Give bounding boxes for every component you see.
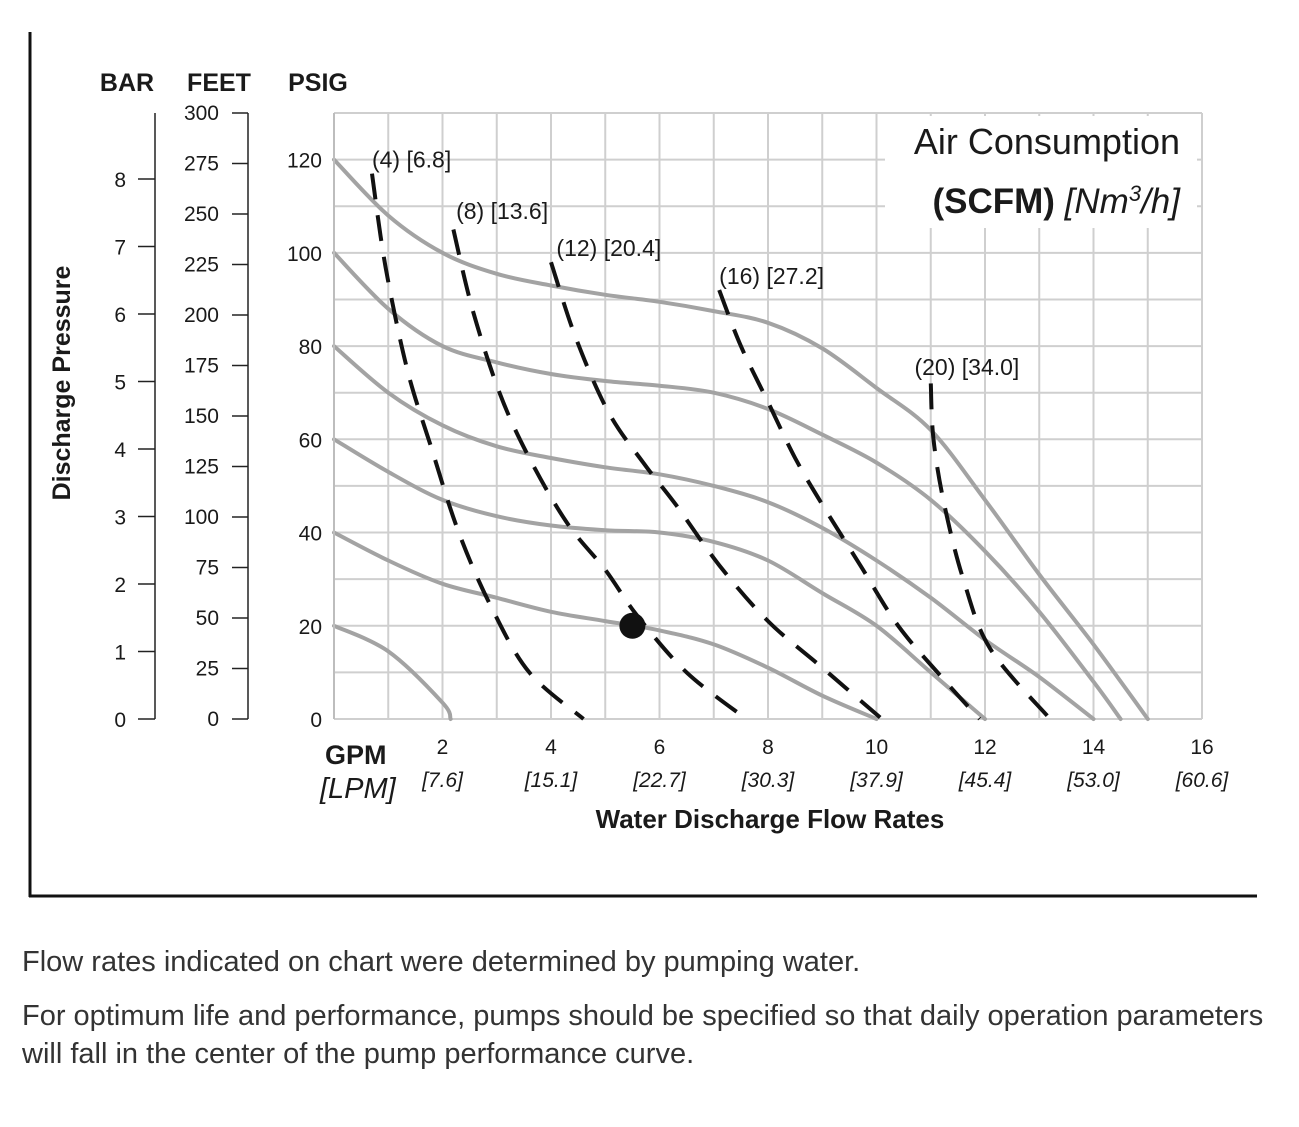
feet-tick-label: 250 xyxy=(184,203,219,226)
bar-tick-label: 4 xyxy=(114,439,126,462)
bar-tick-label: 5 xyxy=(114,372,126,395)
bar-tick-label: 2 xyxy=(114,574,126,597)
y-axis-title: Discharge Pressure xyxy=(48,265,76,500)
psig-tick-label: 60 xyxy=(299,429,322,452)
bar-tick-label: 0 xyxy=(114,709,126,732)
feet-tick-label: 100 xyxy=(184,506,219,529)
bar-axis-unit: BAR xyxy=(100,69,154,97)
bar-tick-label: 7 xyxy=(114,237,126,260)
bar-tick-label: 6 xyxy=(114,304,126,327)
air-consumption-label: (8) [13.6] xyxy=(456,198,548,224)
x-tick-label-secondary: [45.4] xyxy=(958,769,1013,792)
air-consumption-label: (16) [27.2] xyxy=(719,263,824,289)
bar-tick-label: 8 xyxy=(114,169,126,192)
feet-tick-label: 75 xyxy=(196,557,219,580)
x-tick-label: 16 xyxy=(1190,736,1213,759)
pressure-curves xyxy=(332,157,1150,721)
air-consumption-label: (12) [20.4] xyxy=(556,235,661,261)
legend-unit-superscript: 3 xyxy=(1129,181,1142,206)
x-axis-title: Water Discharge Flow Rates xyxy=(596,804,945,834)
psig-tick-label: 20 xyxy=(299,616,322,639)
psig-axis-unit: PSIG xyxy=(288,69,348,97)
pressure-curve-3 xyxy=(332,344,1096,721)
feet-tick-label: 50 xyxy=(196,607,219,630)
x-tick-label: 8 xyxy=(762,736,774,759)
x-tick-label: 10 xyxy=(865,736,888,759)
feet-tick-label: 225 xyxy=(184,254,219,277)
bar-tick-label: 1 xyxy=(114,642,126,665)
x-tick-label-secondary: [60.6] xyxy=(1175,769,1230,792)
note-optimum: For optimum life and performance, pumps … xyxy=(22,1000,1264,1070)
pressure-curve-0 xyxy=(332,623,453,721)
operating-point-marker xyxy=(619,612,646,639)
feet-axis-unit: FEET xyxy=(187,69,251,97)
x-tick-label-secondary: [37.9] xyxy=(849,769,904,792)
legend-subtitle-unit: [Nm3/h] xyxy=(1064,181,1182,222)
feet-tick-label: 150 xyxy=(184,405,219,428)
psig-tick-label: 80 xyxy=(299,336,322,359)
feet-tick-label: 200 xyxy=(184,304,219,327)
air-consumption-curve-10 xyxy=(928,383,1052,721)
feet-tick-label: 125 xyxy=(184,456,219,479)
pressure-curve-2 xyxy=(332,437,987,721)
x-tick-label: 12 xyxy=(973,736,996,759)
x-tick-label: 14 xyxy=(1082,736,1106,759)
x-tick-label: 6 xyxy=(654,736,666,759)
feet-tick-label: 0 xyxy=(207,708,219,731)
air-consumption-curve-6 xyxy=(370,173,585,721)
feet-tick-label: 175 xyxy=(184,355,219,378)
note-water: Flow rates indicated on chart were deter… xyxy=(22,946,861,978)
x-tick-label-secondary: [53.0] xyxy=(1066,769,1121,792)
feet-tick-label: 25 xyxy=(196,658,219,681)
x-tick-label: 4 xyxy=(545,736,557,759)
plot-grid xyxy=(333,112,1203,720)
legend-subtitle-bold: (SCFM) xyxy=(932,182,1054,221)
pressure-curve-1 xyxy=(332,530,879,721)
x-tick-label-secondary: [7.6] xyxy=(421,769,464,792)
x-unit-secondary: [LPM] xyxy=(319,773,397,805)
axes: 0204060801001200255075100125150175200225… xyxy=(114,102,1229,792)
x-tick-label-secondary: [22.7] xyxy=(632,769,687,792)
bar-tick-label: 3 xyxy=(114,507,126,530)
legend-title: Air Consumption xyxy=(914,121,1180,162)
air-consumption-curve-9 xyxy=(717,289,982,721)
x-tick-label: 2 xyxy=(437,736,449,759)
legend-background xyxy=(885,116,1197,228)
psig-tick-label: 100 xyxy=(287,243,322,266)
air-consumption-curve-8 xyxy=(549,261,884,721)
pressure-curve-5 xyxy=(332,157,1150,721)
psig-tick-label: 40 xyxy=(299,523,322,546)
air-consumption-label: (4) [6.8] xyxy=(372,147,451,173)
psig-tick-label: 120 xyxy=(287,150,322,173)
psig-tick-label: 0 xyxy=(310,709,322,732)
feet-tick-label: 300 xyxy=(184,102,219,125)
air-consumption-curve-7 xyxy=(451,229,748,721)
legend-subtitle: (SCFM) [Nm3/h] xyxy=(932,181,1181,222)
x-tick-label-secondary: [15.1] xyxy=(524,769,579,792)
air-consumption-curves: (4) [6.8](8) [13.6] (12) [20.4] (16) [27.2… xyxy=(370,147,1052,721)
x-tick-label-secondary: [30.3] xyxy=(741,769,796,792)
air-consumption-label: (20) [34.0] xyxy=(914,354,1019,380)
feet-tick-label: 275 xyxy=(184,153,219,176)
pressure-curve-4 xyxy=(332,250,1123,721)
x-unit-primary: GPM xyxy=(325,740,387,770)
